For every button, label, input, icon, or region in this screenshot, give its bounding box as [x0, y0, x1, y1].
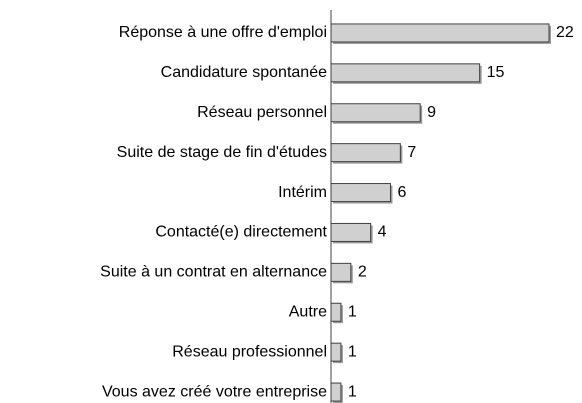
bar: [330, 342, 342, 362]
value-label: 2: [358, 264, 367, 281]
category-label: Vous avez créé votre entreprise: [102, 383, 327, 400]
category-label: Réseau personnel: [197, 104, 327, 121]
value-label: 15: [487, 64, 505, 81]
bar: [330, 143, 401, 163]
category-label: Autre: [289, 303, 327, 320]
category-label: Suite à un contrat en alternance: [100, 264, 327, 281]
bar: [330, 382, 342, 402]
category-label: Suite de stage de fin d'études: [117, 144, 327, 161]
bar: [330, 302, 342, 322]
bar: [330, 23, 550, 43]
value-label: 9: [427, 104, 436, 121]
value-label: 22: [556, 24, 574, 41]
bar: [330, 262, 352, 282]
value-label: 7: [407, 144, 416, 161]
value-label: 6: [397, 184, 406, 201]
bar: [330, 103, 421, 123]
category-label: Réseau professionnel: [172, 343, 327, 360]
category-label: Contacté(e) directement: [155, 224, 327, 241]
bar: [330, 183, 391, 203]
value-label: 1: [348, 343, 357, 360]
value-label: 4: [378, 224, 387, 241]
bar: [330, 63, 481, 83]
category-label: Candidature spontanée: [161, 64, 327, 81]
value-label: 1: [348, 383, 357, 400]
category-label: Réponse à une offre d'emploi: [119, 24, 327, 41]
bar: [330, 222, 372, 242]
category-label: Intérim: [278, 184, 327, 201]
value-label: 1: [348, 303, 357, 320]
